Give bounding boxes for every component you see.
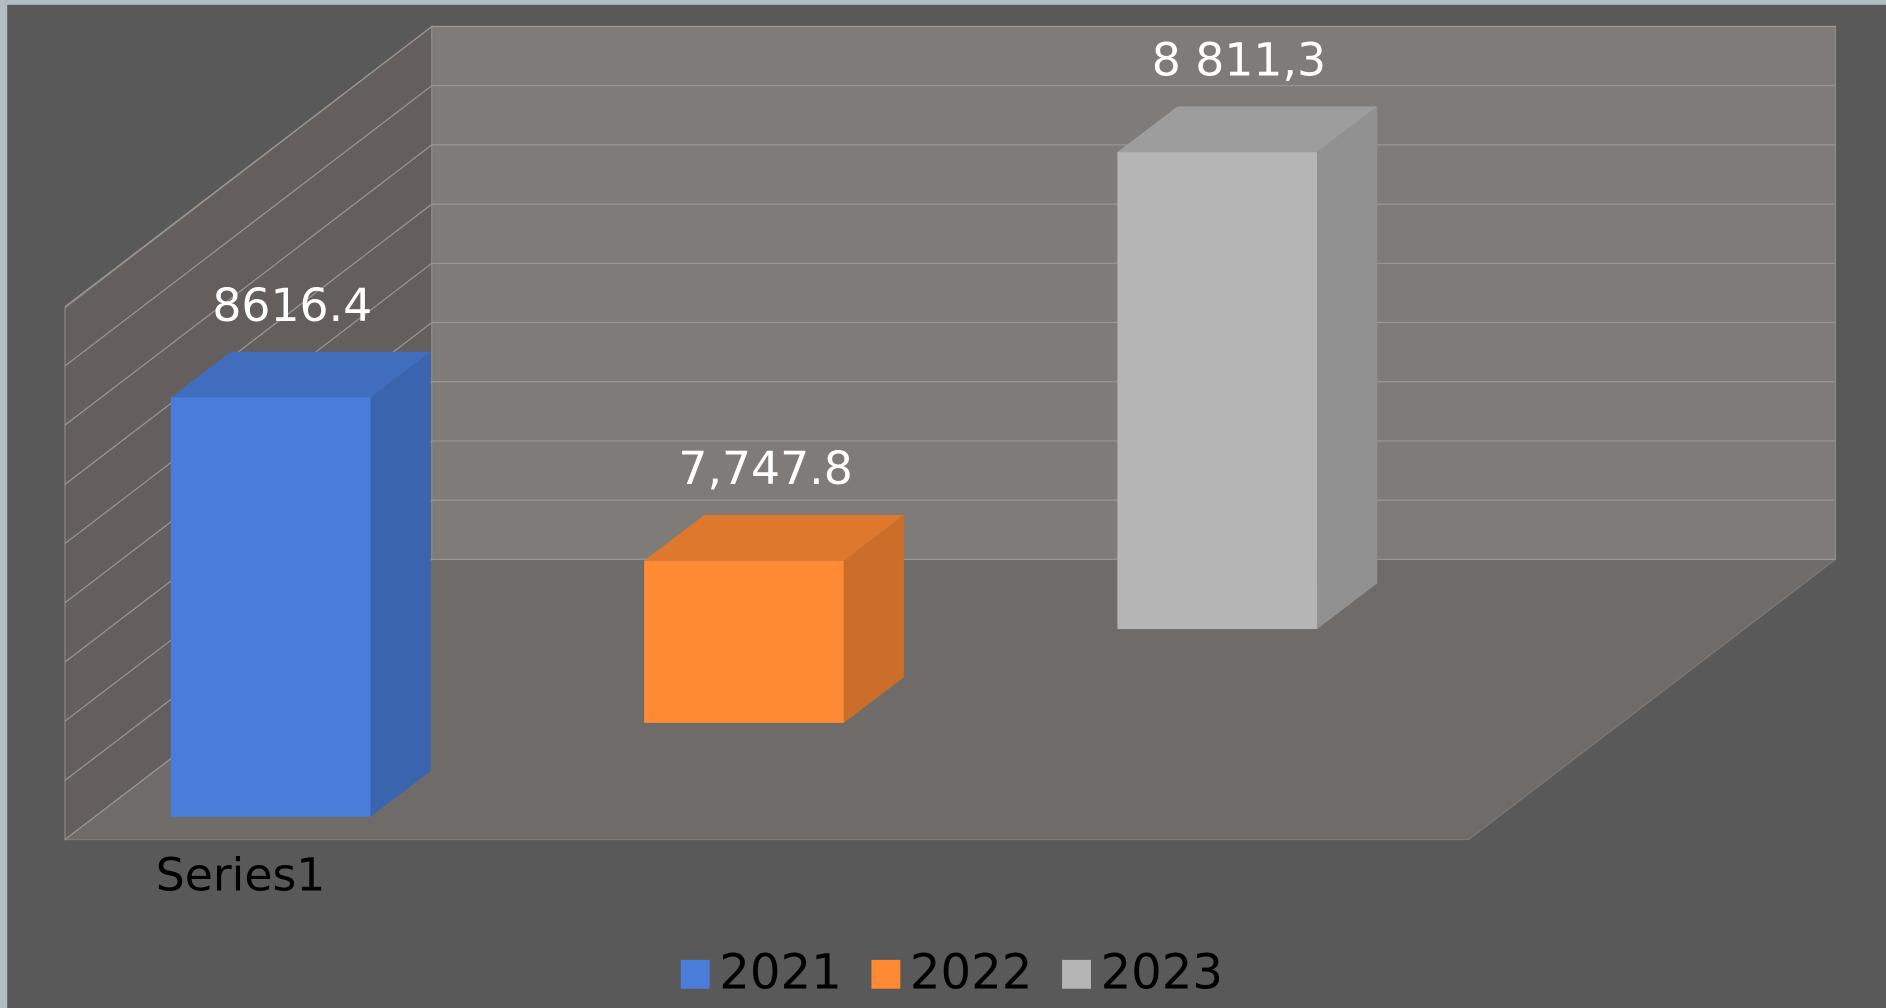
legend-label: 2023	[1101, 945, 1223, 1001]
bar-top	[1117, 106, 1378, 153]
bar-side	[370, 351, 431, 817]
legend-swatch	[680, 959, 710, 989]
bar	[644, 560, 844, 723]
data-label: 7,747.8	[678, 442, 852, 495]
x-tick-label: Series1	[156, 849, 326, 902]
bar-top	[644, 515, 904, 561]
bar-side	[843, 515, 904, 723]
bar-side	[1317, 106, 1378, 630]
bar-top	[170, 351, 431, 398]
legend-label: 2021	[719, 945, 841, 1001]
bar	[170, 397, 371, 817]
grid-line	[64, 25, 1836, 308]
legend-label: 2022	[910, 945, 1032, 1001]
data-label: 8616.4	[212, 279, 372, 332]
legend-swatch	[1062, 959, 1091, 989]
legend-swatch	[871, 959, 901, 989]
data-label: 8 811,3	[1152, 34, 1326, 87]
grid-line	[64, 85, 1836, 367]
bar	[1117, 152, 1318, 630]
